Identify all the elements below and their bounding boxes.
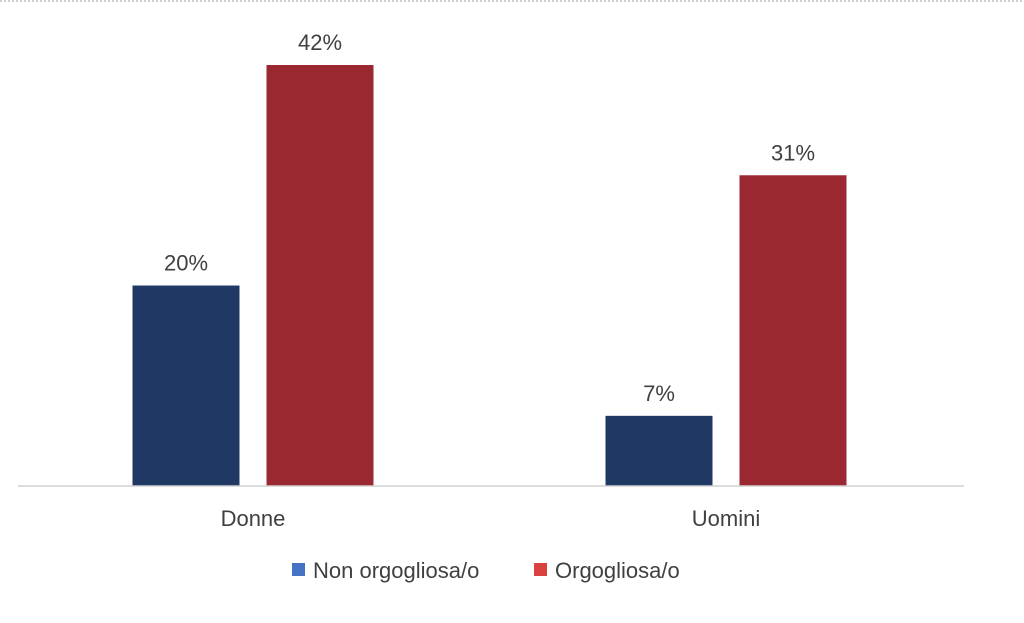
bar-uomini-orgogliosa-o	[739, 175, 847, 486]
data-label-uomini-orgogliosa-o: 31%	[771, 140, 815, 165]
category-label-uomini: Uomini	[692, 506, 760, 531]
legend-label-non-orgogliosa-o: Non orgogliosa/o	[313, 558, 479, 583]
legend-marker-non-orgogliosa-o	[292, 563, 305, 576]
bar-donne-orgogliosa-o	[266, 65, 374, 486]
legend: Non orgogliosa/o Orgogliosa/o	[292, 558, 680, 583]
data-labels: 20% 42% 7% 31%	[164, 30, 815, 406]
data-label-uomini-non-orgogliosa-o: 7%	[643, 381, 675, 406]
bar-uomini-non-orgogliosa-o	[605, 415, 713, 486]
data-label-donne-non-orgogliosa-o: 20%	[164, 251, 208, 276]
category-labels: Donne Uomini	[221, 506, 761, 531]
legend-label-orgogliosa-o: Orgogliosa/o	[555, 558, 680, 583]
legend-marker-orgogliosa-o	[534, 563, 547, 576]
bars	[132, 65, 847, 486]
bar-donne-non-orgogliosa-o	[132, 285, 240, 486]
data-label-donne-orgogliosa-o: 42%	[298, 30, 342, 55]
category-label-donne: Donne	[221, 506, 286, 531]
